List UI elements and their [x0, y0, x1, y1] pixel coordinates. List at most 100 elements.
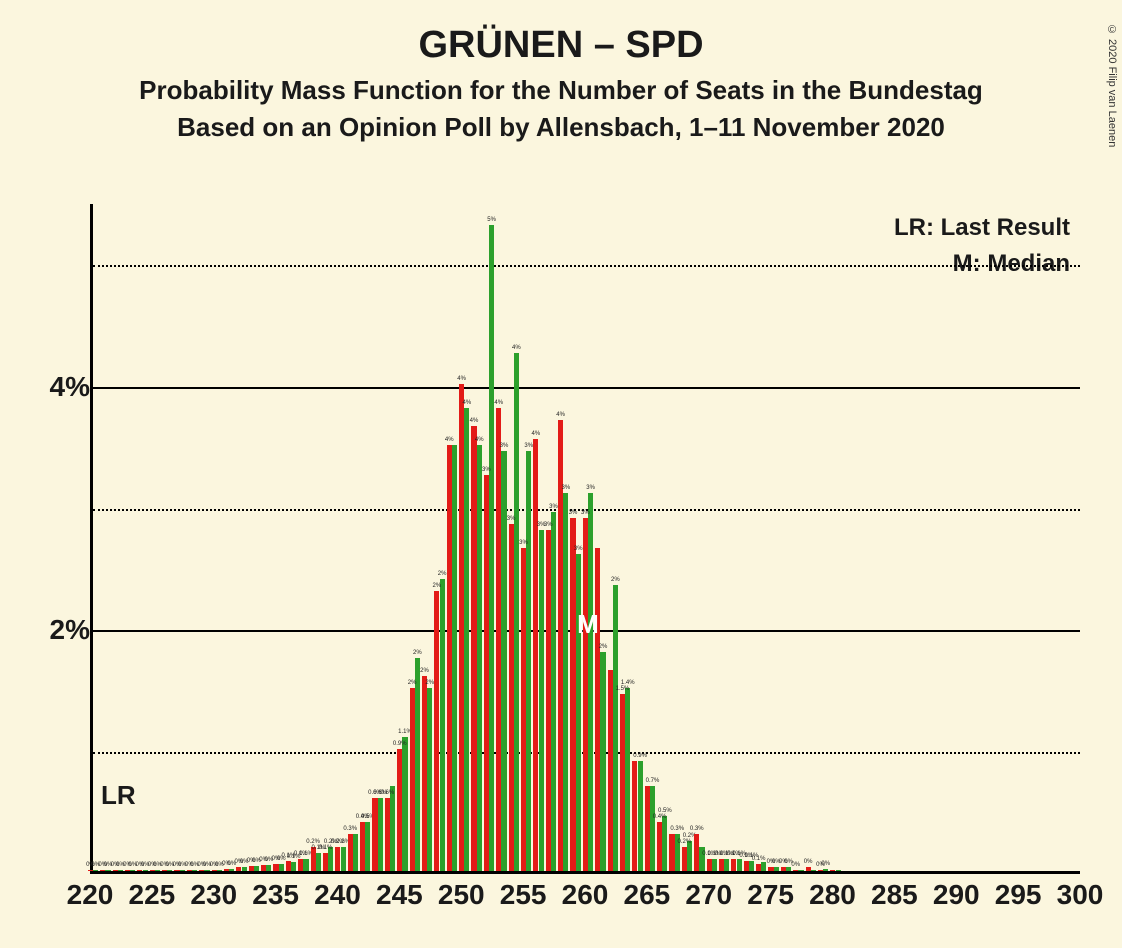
x-tick-label: 245 — [371, 879, 427, 911]
x-tick-label: 295 — [990, 879, 1046, 911]
bar-value-label-green: 2% — [599, 644, 608, 650]
bar-value-label-red: 0.3% — [343, 826, 357, 832]
bar-green — [625, 688, 630, 871]
bar-green — [786, 867, 791, 871]
bar-value-label-red: 1.5% — [616, 686, 630, 692]
bar-green — [464, 408, 469, 871]
y-tick-label: 2% — [50, 614, 90, 646]
bar-value-label-green: 5% — [487, 217, 496, 223]
bar-green — [378, 798, 383, 871]
bar-green — [551, 512, 556, 871]
bar-value-label-green: 4% — [463, 400, 472, 406]
copyright-text: © 2020 Filip van Laenen — [1106, 24, 1118, 147]
bar-green — [526, 451, 531, 871]
x-tick-label: 220 — [62, 879, 118, 911]
bar-green — [563, 493, 568, 871]
bar-green — [798, 870, 803, 871]
bar-green — [613, 585, 618, 871]
bar-green — [811, 870, 816, 871]
bar-green — [452, 445, 457, 871]
bar-value-label-red: 2% — [420, 668, 429, 674]
chart-subtitle-1: Probability Mass Function for the Number… — [0, 75, 1122, 106]
bar-value-label-red: 0.9% — [393, 741, 407, 747]
bar-green — [291, 862, 296, 871]
bar-value-label-red: 4% — [556, 412, 565, 418]
gridline-dotted — [93, 265, 1080, 267]
gridline-solid — [93, 387, 1080, 389]
bar-green — [229, 869, 234, 871]
bar-value-label-red: 0.6% — [381, 790, 395, 796]
bar-green — [130, 870, 135, 871]
bar-value-label-red: 3% — [519, 540, 528, 546]
chart-subtitle-2: Based on an Opinion Poll by Allensbach, … — [0, 112, 1122, 143]
bar-value-label-red: 4% — [494, 400, 503, 406]
x-tick-label: 260 — [557, 879, 613, 911]
bar-green — [489, 225, 494, 871]
bar-green — [316, 853, 321, 871]
x-tick-label: 265 — [619, 879, 675, 911]
bar-value-label-green: 3% — [574, 546, 583, 552]
bar-value-label-green: 2% — [413, 650, 422, 656]
bar-value-label-red: 3% — [544, 522, 553, 528]
bar-value-label-green: 3% — [524, 443, 533, 449]
median-marker-label: M — [577, 609, 599, 640]
bar-green — [724, 859, 729, 871]
bar-green — [737, 859, 742, 871]
bar-green — [576, 554, 581, 871]
bar-green — [254, 866, 259, 871]
lr-marker-label: LR — [101, 780, 136, 811]
bar-green — [415, 658, 420, 871]
x-tick-label: 225 — [124, 879, 180, 911]
bar-green — [687, 841, 692, 871]
bar-value-label-red: 3% — [581, 510, 590, 516]
bar-green — [279, 864, 284, 871]
bar-green — [93, 870, 98, 871]
bar-value-label-red: 2% — [433, 583, 442, 589]
bar-green — [712, 859, 717, 871]
bar-green — [217, 870, 222, 871]
chart-area: LR: Last Result M: Median 0%0%0%0%0%0%0%… — [90, 204, 1090, 874]
bar-value-label-green: 2% — [611, 577, 620, 583]
bar-value-label-red: 0.1% — [752, 856, 766, 862]
bar-green — [501, 451, 506, 871]
x-tick-label: 240 — [310, 879, 366, 911]
x-tick-label: 290 — [928, 879, 984, 911]
legend-lr: LR: Last Result — [894, 210, 1070, 246]
bar-value-label-red: 4% — [532, 431, 541, 437]
bar-green — [749, 861, 754, 871]
x-tick-label: 250 — [433, 879, 489, 911]
bar-value-label-green: 2% — [438, 571, 447, 577]
bar-value-label-green: 3% — [586, 485, 595, 491]
bar-value-label-green: 4% — [475, 437, 484, 443]
bar-green — [823, 869, 828, 871]
bar-green — [588, 493, 593, 871]
bar-value-label-red: 0.2% — [306, 839, 320, 845]
bar-green — [155, 870, 160, 871]
x-tick-label: 275 — [743, 879, 799, 911]
bar-green — [514, 353, 519, 871]
bar-green — [118, 870, 123, 871]
x-tick-label: 235 — [248, 879, 304, 911]
bar-green — [638, 761, 643, 871]
bar-value-label-red: 0.1% — [319, 845, 333, 851]
bar-value-label-green: 0.7% — [646, 778, 660, 784]
bar-value-label-green: 1.4% — [621, 680, 635, 686]
bar-value-label-green: 0.9% — [633, 753, 647, 759]
bar-green — [303, 859, 308, 871]
bar-value-label-red: 0.2% — [678, 839, 692, 845]
bar-value-label-green: 0% — [821, 861, 830, 867]
bar-green — [143, 870, 148, 871]
bar-value-label-red: 3% — [507, 516, 516, 522]
bar-green — [402, 737, 407, 871]
bar-value-label-red: 4% — [457, 376, 466, 382]
bar-value-label-red: 4% — [470, 418, 479, 424]
plot-area: LR: Last Result M: Median 0%0%0%0%0%0%0%… — [90, 204, 1080, 874]
bar-green — [427, 688, 432, 871]
bar-green — [266, 865, 271, 871]
bar-green — [180, 870, 185, 871]
bar-value-label-green: 3% — [500, 443, 509, 449]
bar-green — [390, 786, 395, 871]
bar-green — [204, 870, 209, 871]
bar-green — [650, 786, 655, 871]
bar-value-label-red: 3% — [482, 467, 491, 473]
